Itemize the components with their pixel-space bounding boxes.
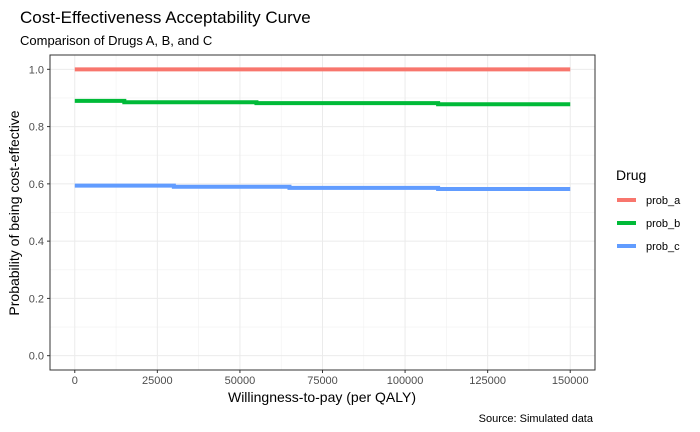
y-tick-label: 1.0 bbox=[29, 64, 44, 76]
legend-label-prob_b: prob_b bbox=[646, 218, 680, 230]
x-axis-ticks: 0 25000 50000 75000 100000 125000 150000 bbox=[72, 370, 589, 387]
grid-lines bbox=[50, 55, 595, 370]
y-axis-ticks: 0.0 0.2 0.4 0.6 0.8 1.0 bbox=[29, 64, 50, 363]
x-tick-label: 150000 bbox=[552, 375, 589, 387]
x-tick-label: 75000 bbox=[307, 375, 338, 387]
y-tick-label: 0.2 bbox=[29, 293, 44, 305]
y-axis-title: Probability of being cost-effective bbox=[6, 110, 22, 315]
x-tick-label: 25000 bbox=[142, 375, 173, 387]
series-lines bbox=[74, 67, 571, 192]
x-tick-label: 125000 bbox=[469, 375, 506, 387]
x-tick-label: 0 bbox=[72, 375, 78, 387]
x-tick-label: 100000 bbox=[387, 375, 424, 387]
legend-title: Drug bbox=[616, 167, 646, 183]
y-tick-label: 0.8 bbox=[29, 122, 44, 134]
y-tick-label: 0.0 bbox=[29, 351, 44, 363]
x-axis-title: Willingness-to-pay (per QALY) bbox=[228, 389, 416, 405]
x-tick-label: 50000 bbox=[225, 375, 256, 387]
legend-label-prob_c: prob_c bbox=[646, 241, 680, 253]
series-line-prob_b bbox=[74, 98, 571, 107]
plot-panel bbox=[49, 54, 596, 371]
series-line-prob_c bbox=[74, 183, 571, 192]
legend-label-prob_a: prob_a bbox=[646, 195, 681, 207]
legend: Drug prob_a prob_b prob_c bbox=[616, 167, 681, 253]
chart-title: Cost-Effectiveness Acceptability Curve bbox=[20, 8, 311, 27]
y-tick-label: 0.6 bbox=[29, 179, 44, 191]
chart-caption: Source: Simulated data bbox=[479, 413, 594, 425]
y-tick-label: 0.4 bbox=[29, 236, 44, 248]
chart-subtitle: Comparison of Drugs A, B, and C bbox=[20, 33, 212, 48]
